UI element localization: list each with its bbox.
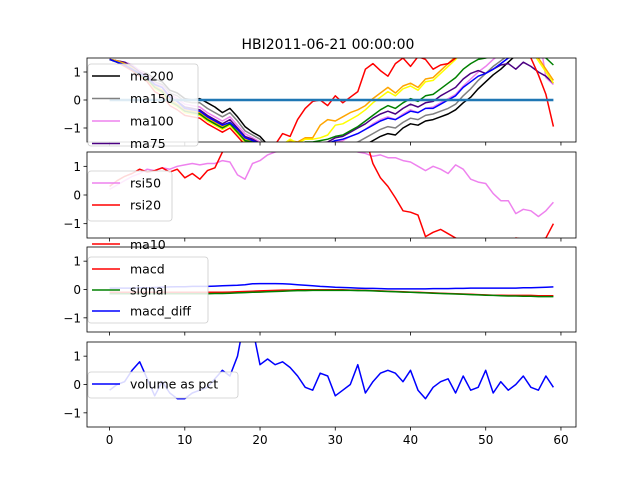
y-tick-label: −1 [63, 406, 81, 420]
x-tick-label: 30 [328, 433, 343, 447]
y-tick-label: −1 [63, 217, 81, 231]
legend-label: macd_diff [130, 304, 191, 319]
series-line-volume as pct [109, 342, 555, 400]
y-tick-label: 0 [73, 283, 81, 297]
legend-label: rsi50 [130, 176, 161, 191]
series-group [109, 152, 555, 238]
legend: rsi50 rsi20 [87, 170, 173, 222]
legend-label: ma75 [130, 136, 166, 151]
chart-title: HBI2011-06-21 00:00:00 [242, 37, 415, 53]
x-tick-label: 10 [177, 433, 192, 447]
legend: ma200 ma150 ma100 ma75 [87, 63, 199, 151]
legend-label: macd [130, 262, 165, 277]
legend-label: ma200 [130, 69, 174, 84]
y-tick-label: −1 [63, 311, 81, 325]
y-tick-label: 1 [73, 350, 81, 364]
panel-macd: −1 0 1 macd signal macd_diff [63, 246, 577, 336]
x-tick-label: 0 [106, 433, 114, 447]
series-line-rsi20 [109, 152, 555, 238]
legend-frame [87, 256, 209, 324]
y-tick-label: 0 [73, 94, 81, 108]
y-tick-label: 1 [73, 255, 81, 269]
legend-label: ma100 [130, 114, 174, 129]
legend-label: ma150 [130, 91, 174, 106]
x-tick-label: 60 [553, 433, 568, 447]
series-line-rsi50 [109, 152, 554, 218]
legend-label: rsi20 [130, 198, 161, 213]
x-tick-label: 50 [478, 433, 493, 447]
x-tick-label: 20 [252, 433, 267, 447]
y-tick-label: 1 [73, 66, 81, 80]
legend-frame [87, 63, 199, 147]
panel-rsi: −1 0 1 ma10 rsi50 rsi20 [63, 151, 577, 252]
legend: macd signal macd_diff [87, 256, 209, 324]
y-tick-label: 1 [73, 160, 81, 174]
legend-label: volume as pct [130, 377, 218, 392]
legend: volume as pct [87, 371, 239, 399]
x-tick-label: 40 [403, 433, 418, 447]
overflow-legend-label: ma10 [130, 237, 166, 252]
legend-frame [87, 371, 239, 399]
y-tick-label: 0 [73, 189, 81, 203]
panels: −1 0 1 ma200 ma150 ma100 ma75 −1 0 1 ma10 rsi50 rsi2… [63, 57, 577, 447]
legend-label: signal [130, 283, 167, 298]
panel-moving-averages: −1 0 1 ma200 ma150 ma100 ma75 [63, 57, 577, 151]
y-tick-label: −1 [63, 122, 81, 136]
series-group [109, 342, 555, 400]
y-tick-label: 0 [73, 378, 81, 392]
